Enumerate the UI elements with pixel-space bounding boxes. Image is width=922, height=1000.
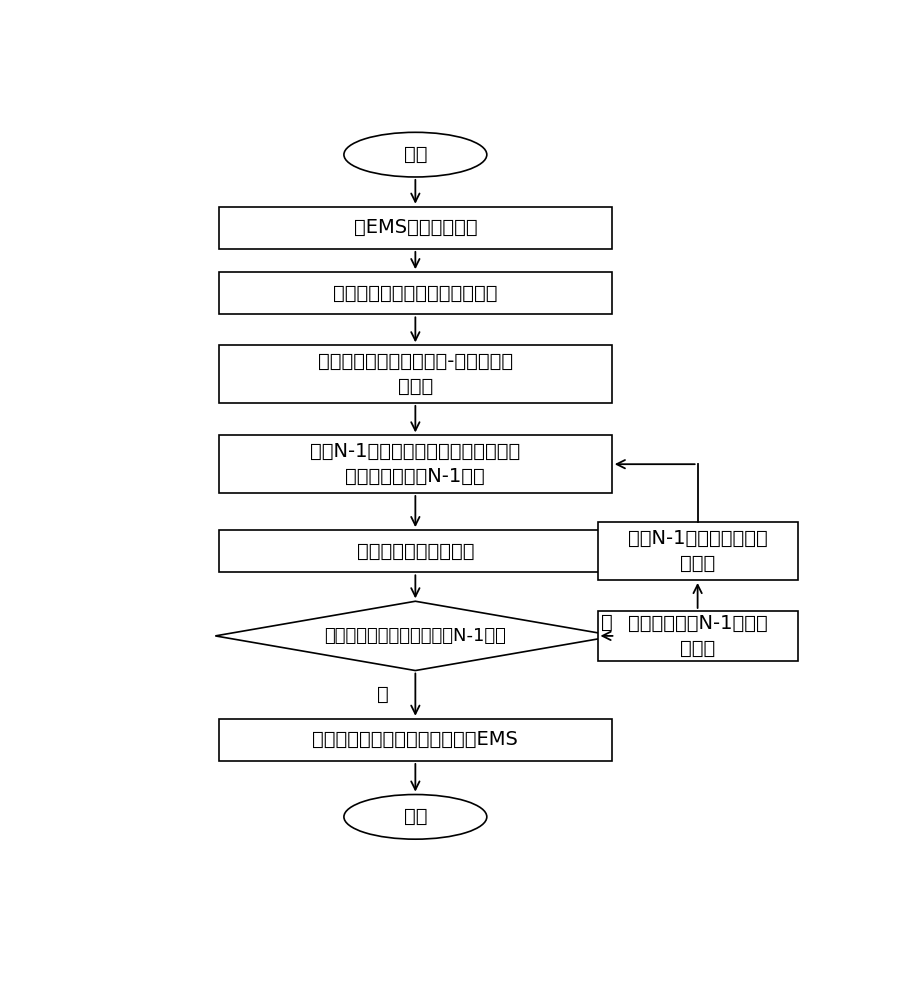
Text: 从EMS获取原始数据: 从EMS获取原始数据 <box>353 218 478 237</box>
FancyBboxPatch shape <box>597 611 798 661</box>
Text: 求解得到一种调度方案: 求解得到一种调度方案 <box>357 542 474 561</box>
Text: 开始: 开始 <box>404 145 427 164</box>
FancyBboxPatch shape <box>219 345 612 403</box>
FancyBboxPatch shape <box>219 435 612 493</box>
Ellipse shape <box>344 795 487 839</box>
Text: 设置N-1预想事故集，并在优化模型中
补充预想事故的N-1约束: 设置N-1预想事故集，并在优化模型中 补充预想事故的N-1约束 <box>310 442 521 486</box>
Text: 形成最终优化调度方案，并返回EMS: 形成最终优化调度方案，并返回EMS <box>313 730 518 749</box>
Polygon shape <box>215 601 616 671</box>
Text: 各分区内部传输线是否满足N-1校验: 各分区内部传输线是否满足N-1校验 <box>325 627 506 645</box>
FancyBboxPatch shape <box>219 207 612 249</box>
Text: 确定系统和分区备用最小需求量: 确定系统和分区备用最小需求量 <box>333 284 498 303</box>
FancyBboxPatch shape <box>219 272 612 314</box>
FancyBboxPatch shape <box>597 522 798 580</box>
Ellipse shape <box>344 132 487 177</box>
Text: 将其N-1约束添加到优化
模型中: 将其N-1约束添加到优化 模型中 <box>628 529 767 573</box>
Text: 结束: 结束 <box>404 807 427 826</box>
Text: 筛选出不满足N-1校验的
传输线: 筛选出不满足N-1校验的 传输线 <box>628 614 767 658</box>
Text: 建立考虑分区备用的电能-备用联合优
化模型: 建立考虑分区备用的电能-备用联合优 化模型 <box>318 352 513 396</box>
Text: 是: 是 <box>377 685 389 704</box>
FancyBboxPatch shape <box>219 719 612 761</box>
FancyBboxPatch shape <box>219 530 612 572</box>
Text: 否: 否 <box>600 613 612 632</box>
